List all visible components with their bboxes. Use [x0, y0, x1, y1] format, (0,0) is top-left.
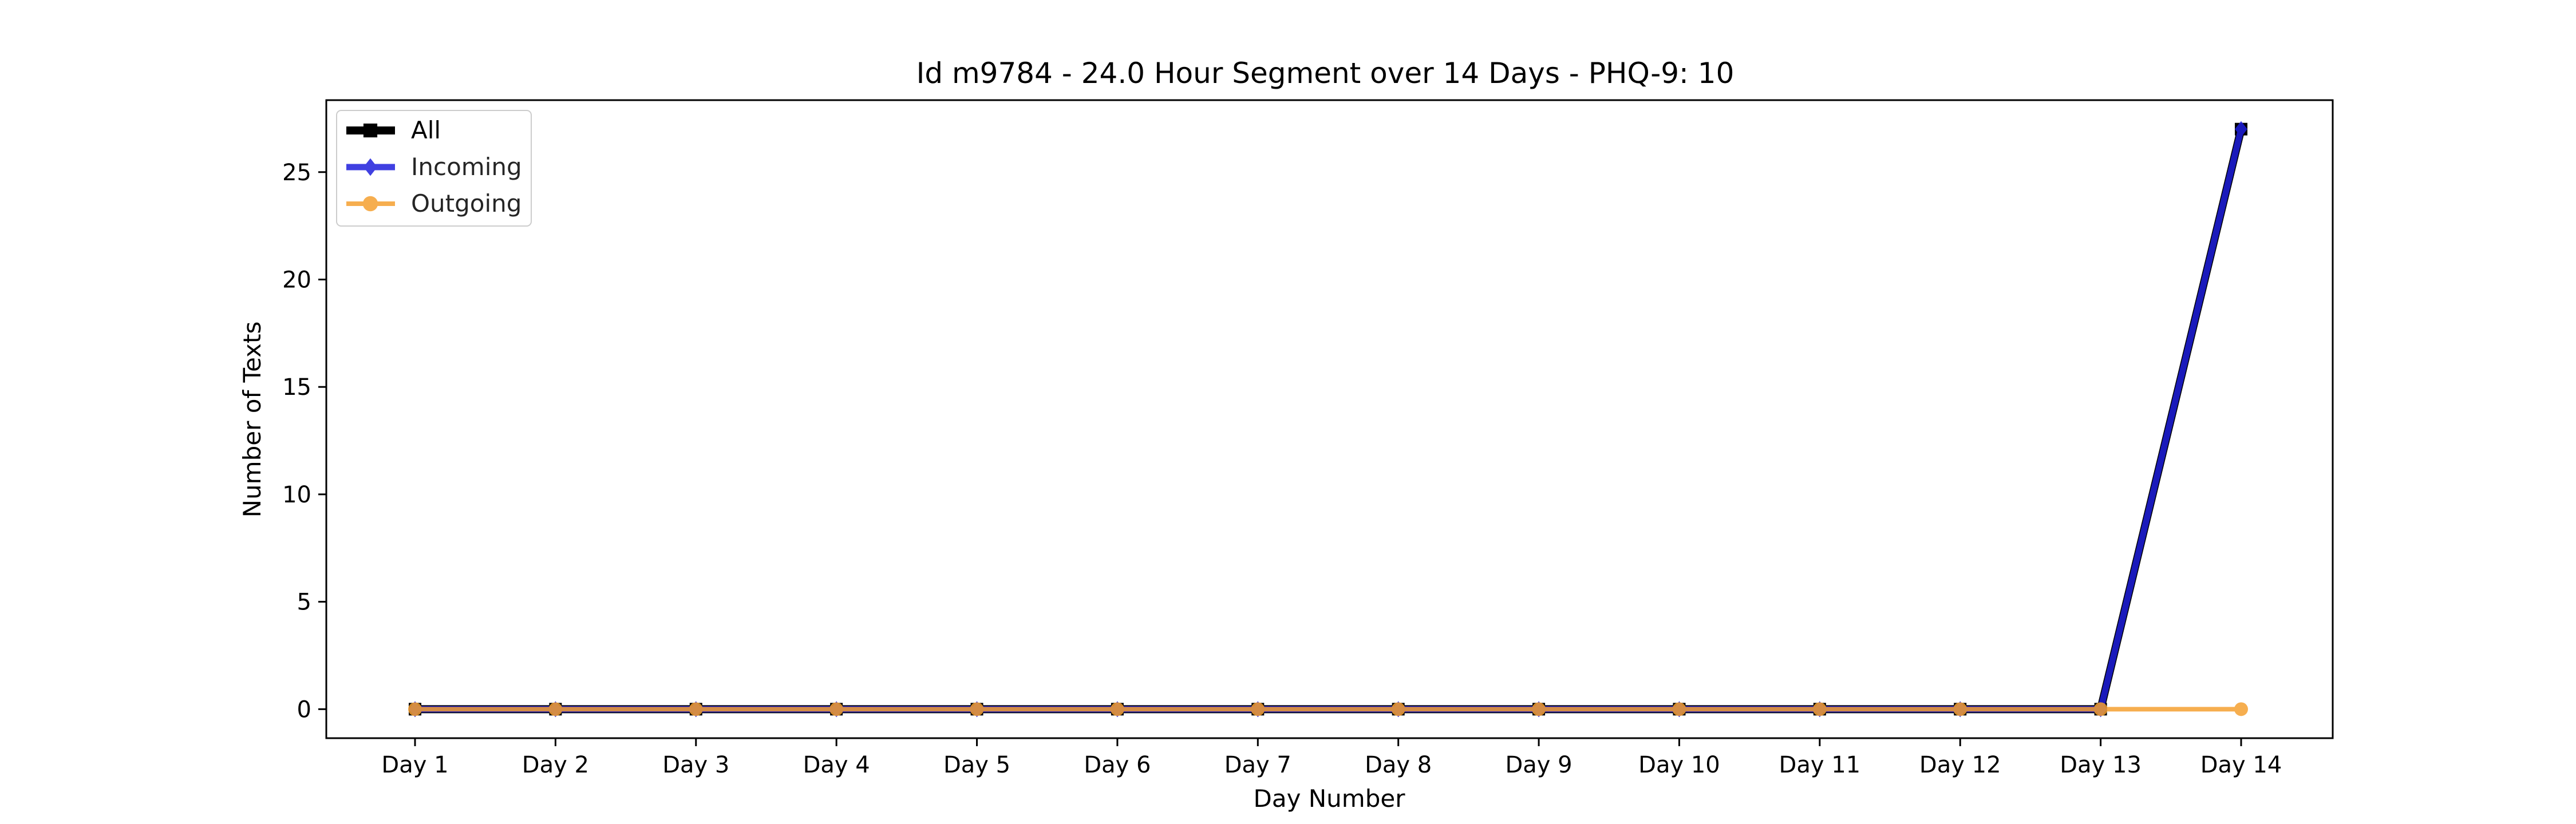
data-point-outgoing	[1251, 702, 1265, 716]
x-tick-label: Day 11	[1779, 752, 1861, 778]
legend-item-incoming: Incoming	[346, 153, 522, 181]
legend-label: All	[411, 116, 441, 144]
series-line-incoming	[415, 128, 2245, 712]
x-tick-label: Day 7	[1224, 752, 1291, 778]
legend-marker	[363, 123, 378, 138]
x-tick-label: Day 4	[803, 752, 870, 778]
legend-item-outgoing: Outgoing	[346, 189, 521, 217]
data-point-outgoing	[408, 702, 422, 716]
plot-area	[408, 121, 2248, 718]
data-point-outgoing	[548, 702, 563, 716]
y-tick-label: 15	[282, 374, 311, 401]
y-tick-label: 20	[282, 267, 311, 293]
x-tick-label: Day 1	[381, 752, 448, 778]
x-tick-label: Day 10	[1638, 752, 1720, 778]
x-tick-label: Day 9	[1505, 752, 1572, 778]
data-point-outgoing	[1953, 702, 1967, 716]
data-point-outgoing	[1812, 702, 1827, 716]
legend-label: Outgoing	[411, 189, 521, 217]
legend-item-all: All	[346, 116, 441, 144]
data-point-outgoing	[689, 702, 703, 716]
y-axis-label: Number of Texts	[238, 322, 266, 518]
data-point-incoming	[2235, 121, 2247, 137]
data-point-outgoing	[1672, 702, 1686, 716]
series-line-all	[415, 128, 2245, 714]
data-point-outgoing	[1110, 702, 1124, 716]
legend-marker	[363, 158, 378, 176]
x-tick-label: Day 5	[943, 752, 1010, 778]
data-point-outgoing	[1391, 702, 1405, 716]
y-tick-label: 5	[297, 589, 311, 616]
axis-ticks: Day 1 Day 2 Day 3 Day 4 Day 5 Day 6 Day 7 Day 8…	[282, 160, 2282, 778]
data-point-outgoing	[829, 702, 844, 716]
legend-label: Incoming	[411, 153, 522, 181]
data-point-outgoing	[2234, 702, 2248, 716]
data-point-outgoing	[1532, 702, 1546, 716]
x-tick-label: Day 14	[2200, 752, 2282, 778]
legend: All Incoming Outgoing	[336, 110, 532, 227]
x-tick-label: Day 12	[1919, 752, 2001, 778]
x-tick-label: Day 13	[2060, 752, 2142, 778]
series-all	[409, 122, 2247, 716]
y-tick-label: 25	[282, 160, 311, 186]
x-axis-label: Day Number	[1253, 785, 1405, 813]
legend-marker	[362, 196, 378, 212]
x-tick-label: Day 8	[1365, 752, 1432, 778]
legend-box	[336, 110, 532, 227]
x-tick-label: Day 3	[662, 752, 729, 778]
y-tick-label: 0	[297, 696, 311, 723]
data-point-outgoing	[2093, 702, 2108, 716]
y-tick-label: 10	[282, 482, 311, 508]
x-tick-label: Day 2	[522, 752, 589, 778]
plot-frame	[325, 99, 2334, 739]
x-tick-label: Day 6	[1084, 752, 1151, 778]
data-point-outgoing	[970, 702, 984, 716]
series-outgoing	[408, 702, 2248, 716]
series-incoming	[409, 121, 2247, 718]
chart-title: Id m9784 - 24.0 Hour Segment over 14 Day…	[916, 57, 1735, 90]
